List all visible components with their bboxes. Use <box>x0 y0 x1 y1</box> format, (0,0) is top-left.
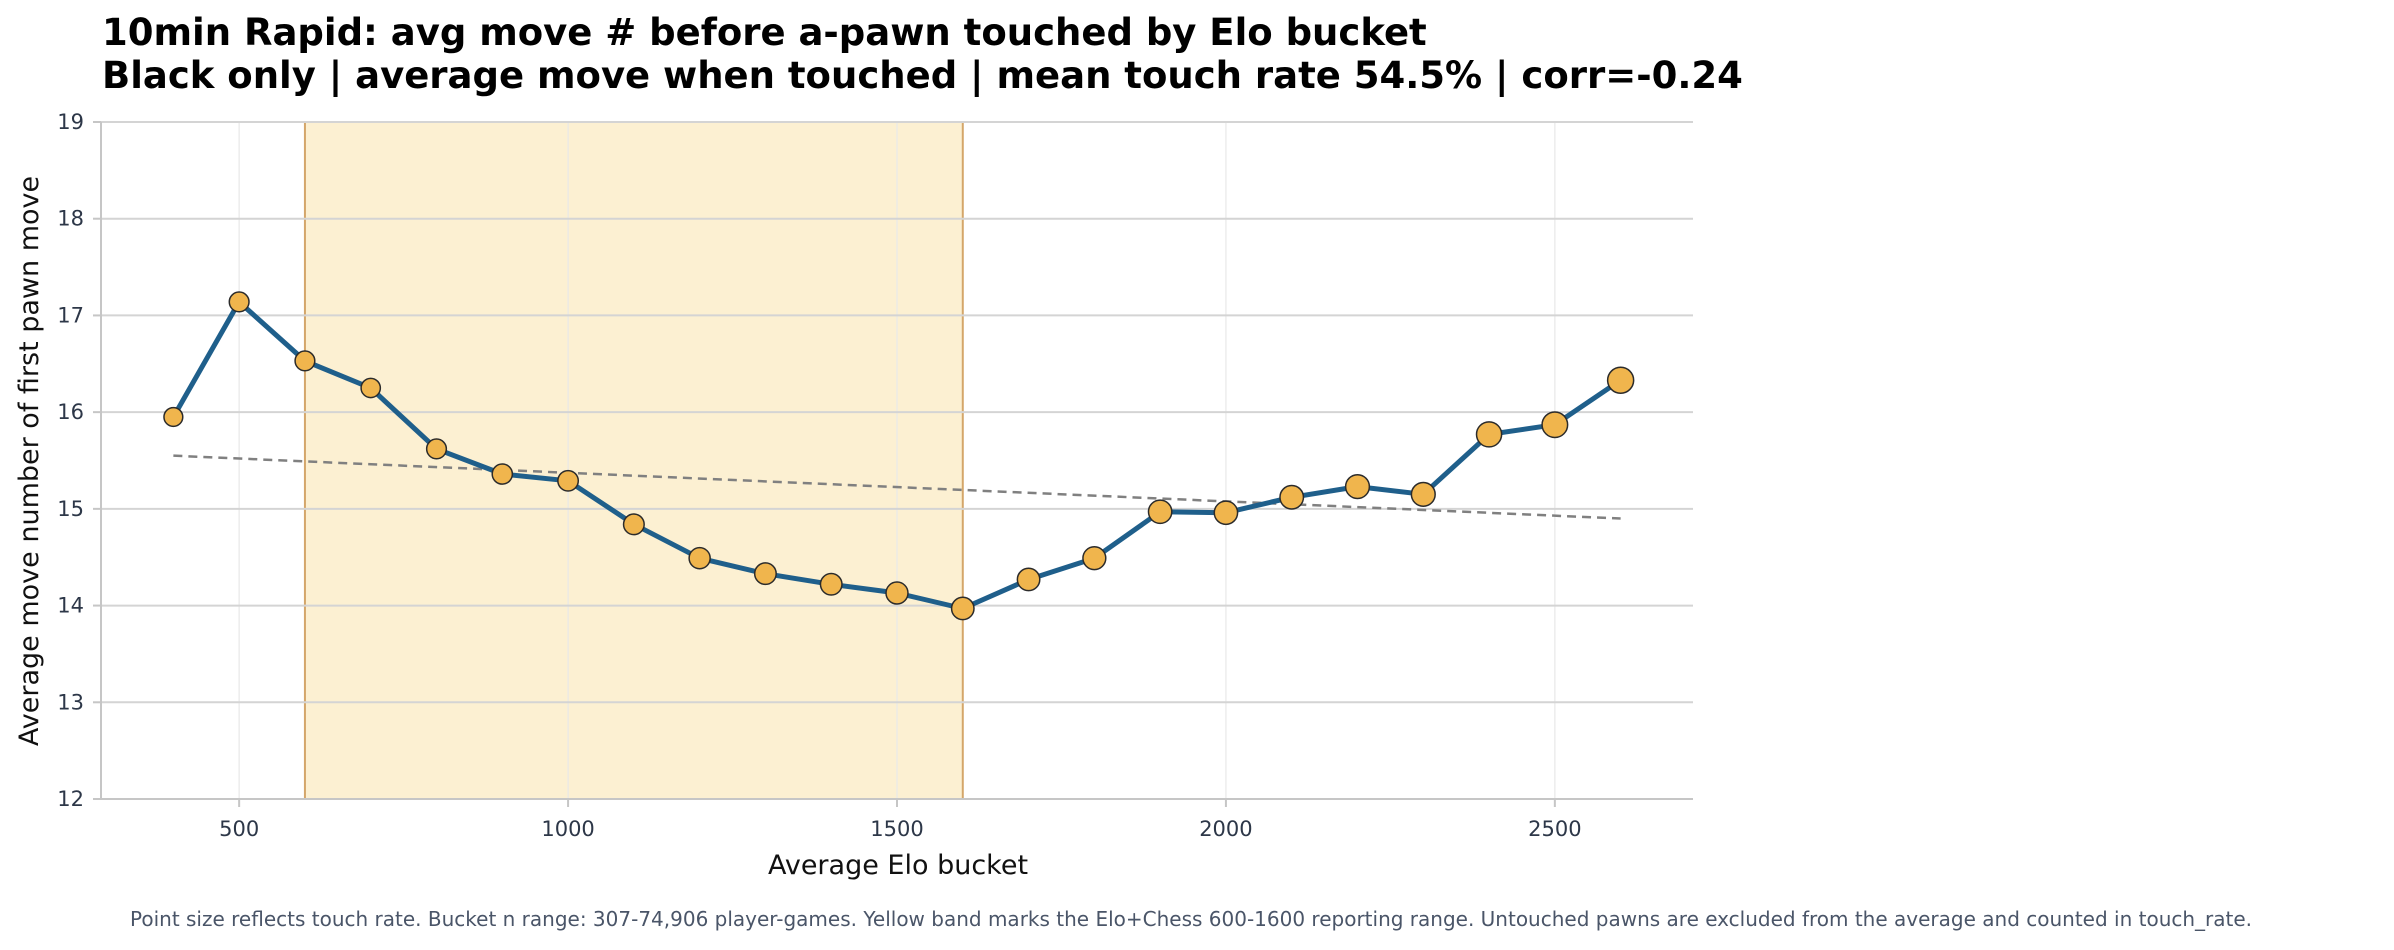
y-tick-label: 14 <box>57 594 84 618</box>
y-tick-label: 15 <box>57 497 84 521</box>
x-tick-label: 2500 <box>1528 817 1581 841</box>
chart-title: 10min Rapid: avg move # before a-pawn to… <box>102 11 1427 54</box>
x-tick-label: 500 <box>219 817 259 841</box>
data-point <box>163 406 184 428</box>
data-point <box>491 463 514 485</box>
grid <box>101 121 1693 799</box>
y-tick-label: 18 <box>57 207 84 231</box>
reporting-range-band <box>303 122 964 799</box>
data-point <box>950 596 975 621</box>
data-point <box>1147 499 1173 525</box>
axes: 12 13 14 15 16 17 18 19 500 1000 1500 2000 2500 <box>57 110 1693 841</box>
data-point <box>425 438 448 460</box>
data-point <box>622 513 645 536</box>
data-point <box>1016 567 1041 592</box>
data-point <box>688 546 711 570</box>
data-point <box>753 562 777 586</box>
data-point <box>1279 484 1305 510</box>
data-point <box>228 291 250 313</box>
y-tick-label: 16 <box>57 400 84 424</box>
x-tick-label: 2000 <box>1199 817 1252 841</box>
y-axis-label: Average move number of first pawn move <box>14 176 45 746</box>
data-point <box>294 350 316 372</box>
data-point <box>360 377 382 399</box>
trend-line-group <box>173 454 1621 520</box>
series-group <box>163 291 1635 621</box>
data-point <box>1344 473 1371 500</box>
y-tick-label: 17 <box>57 303 84 327</box>
data-point <box>557 469 580 492</box>
data-point <box>1213 500 1239 526</box>
y-tick-label: 12 <box>57 787 84 811</box>
data-point <box>1410 481 1436 507</box>
trend-line <box>173 454 1621 520</box>
y-tick-label: 13 <box>57 690 84 714</box>
data-point <box>1541 411 1569 439</box>
x-axis-label: Average Elo bucket <box>768 850 1028 881</box>
band-fill <box>304 122 963 799</box>
x-tick-label: 1500 <box>870 817 923 841</box>
y-tick-label: 19 <box>57 110 84 134</box>
x-tick-label: 1000 <box>541 817 594 841</box>
data-point <box>1082 546 1107 571</box>
data-point <box>1475 421 1503 448</box>
data-point <box>885 581 909 605</box>
chart-subtitle: Black only | average move when touched |… <box>102 54 1743 97</box>
data-point <box>819 572 843 596</box>
data-point <box>1606 366 1635 394</box>
footnote: Point size reflects touch rate. Bucket n… <box>130 907 2252 931</box>
